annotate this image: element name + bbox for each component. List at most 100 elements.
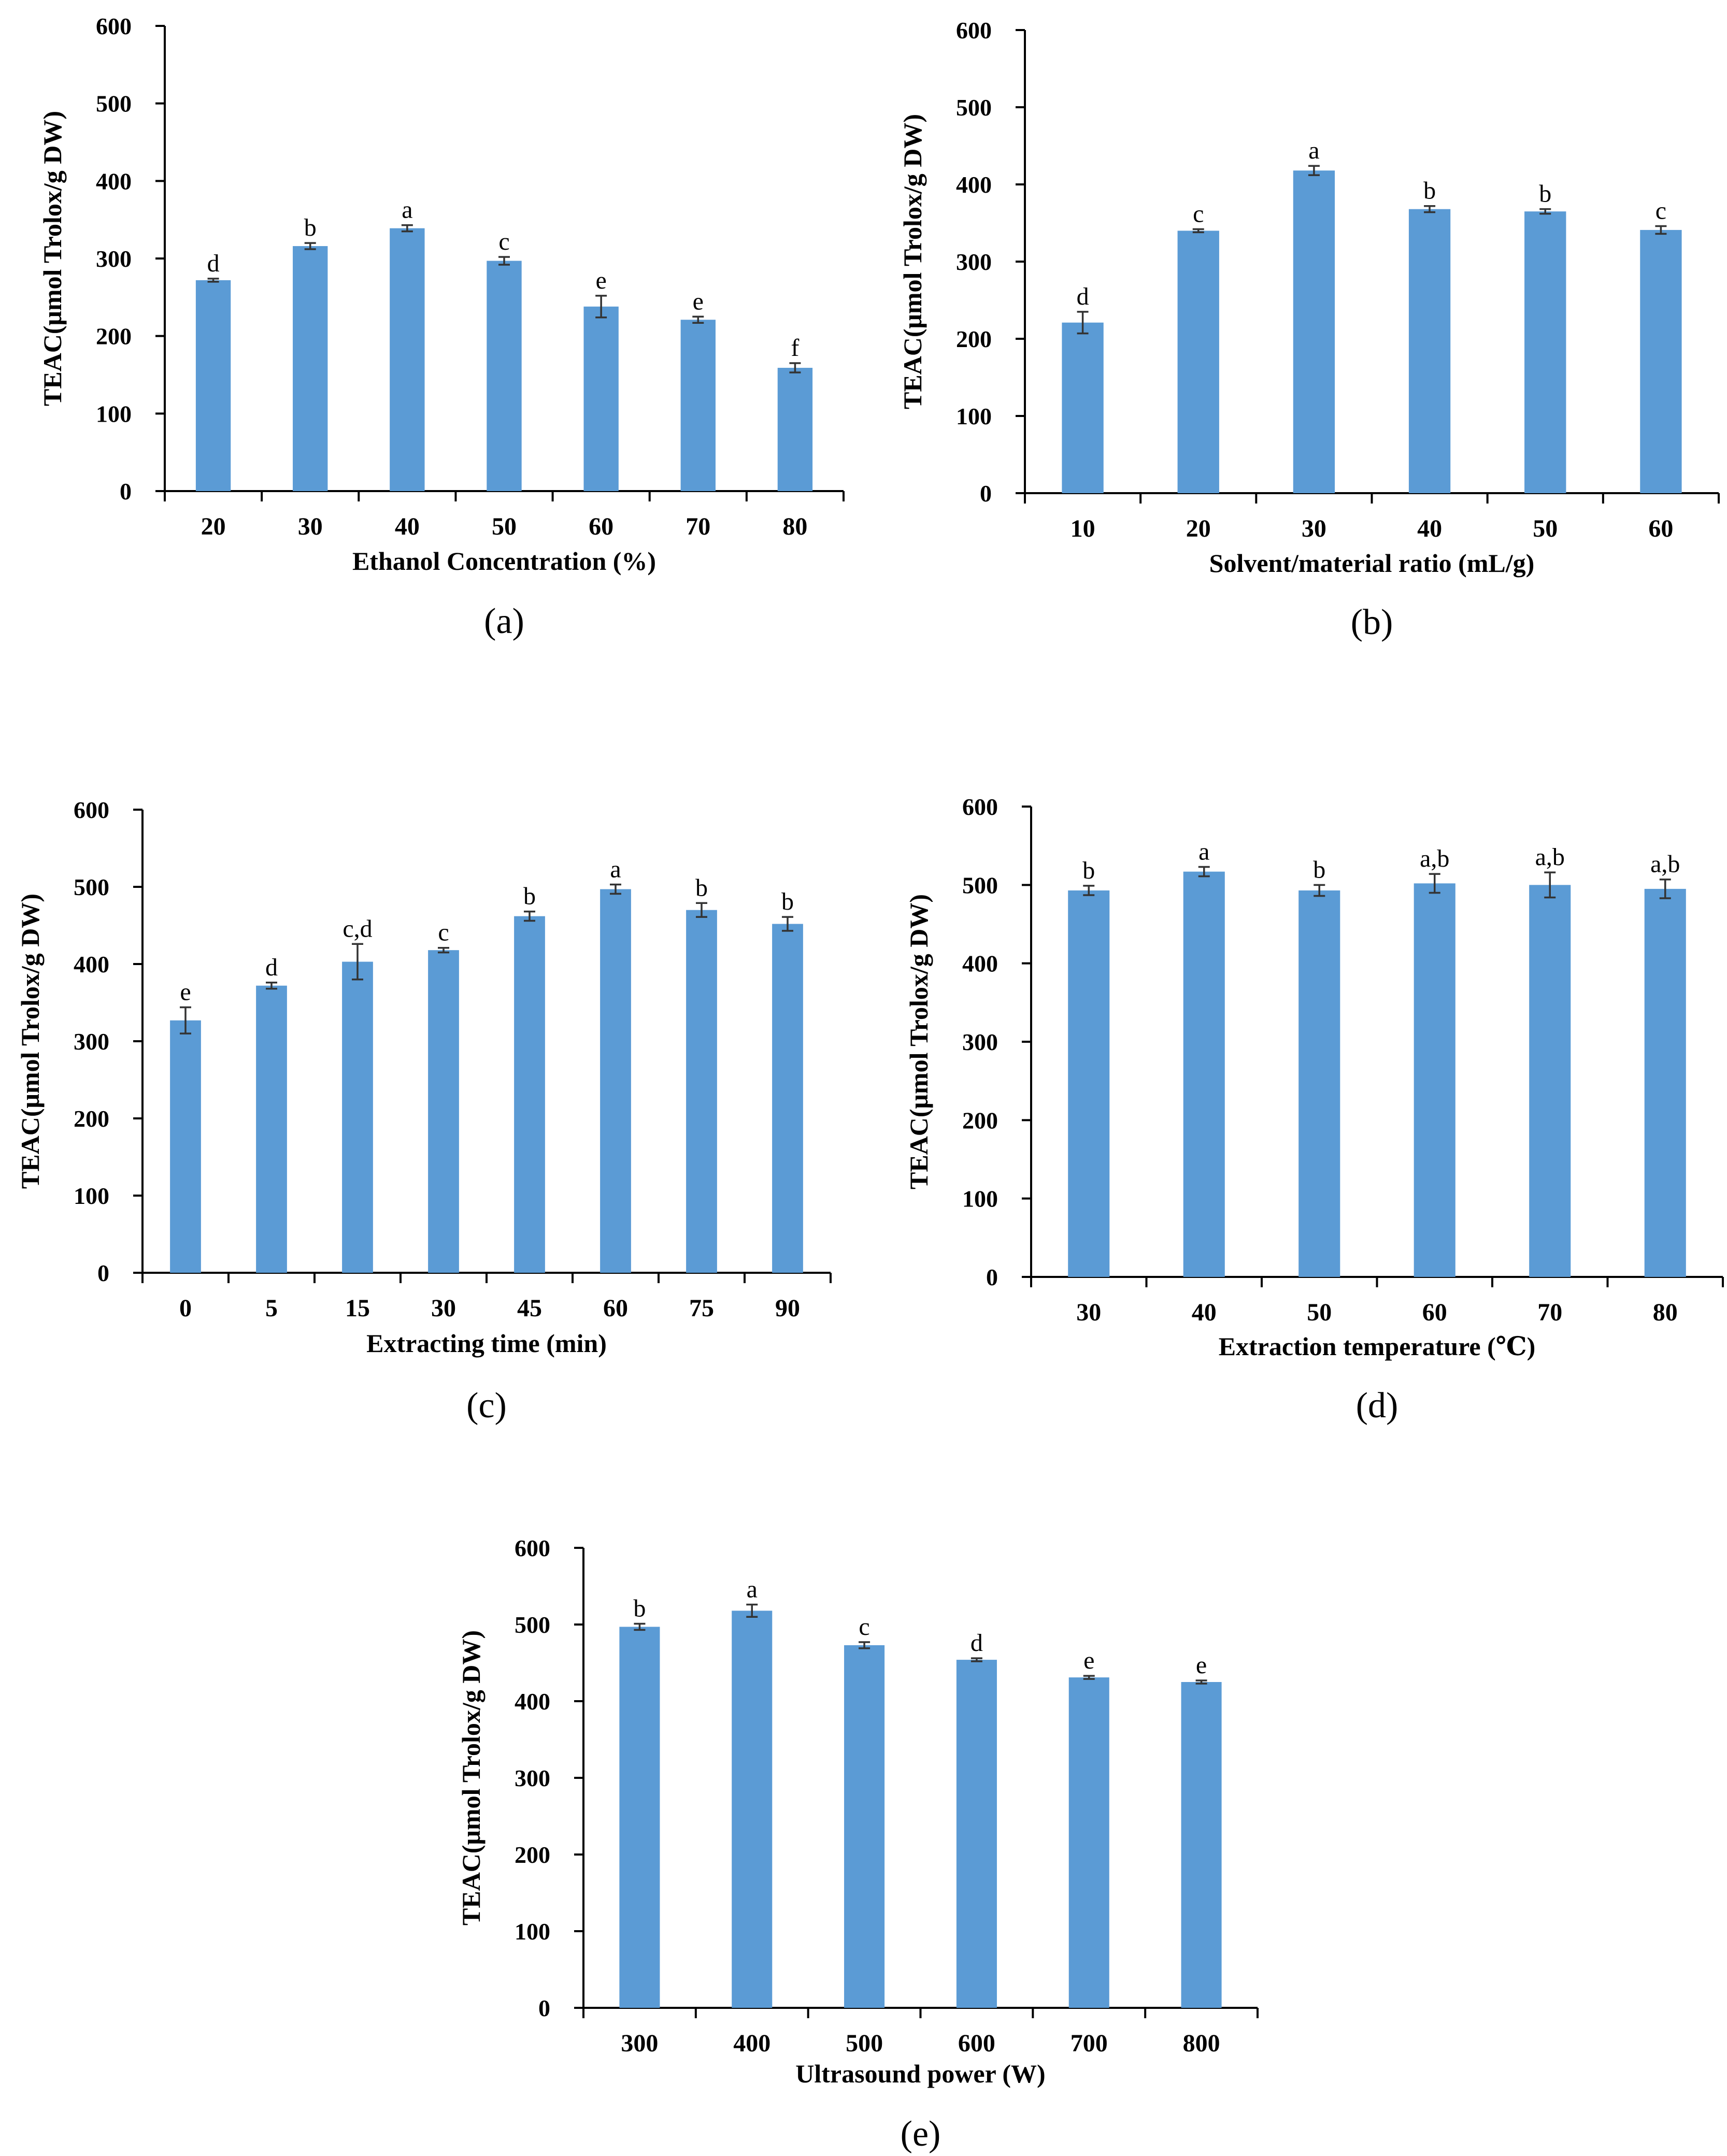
significance-letter: b <box>1082 857 1095 884</box>
significance-letter: a,b <box>1650 851 1680 878</box>
y-tick-label: 600 <box>74 797 109 823</box>
x-tick-label: 45 <box>517 1295 542 1322</box>
x-tick-label: 5 <box>265 1295 278 1322</box>
significance-letter: a <box>1308 137 1319 164</box>
y-tick-label: 500 <box>962 872 998 898</box>
y-tick-label: 0 <box>980 480 992 507</box>
x-tick-label: 30 <box>298 513 323 540</box>
y-tick-label: 100 <box>962 1186 998 1212</box>
x-tick-label: 0 <box>179 1295 192 1322</box>
x-tick-label: 15 <box>345 1295 370 1322</box>
bar <box>1293 170 1335 493</box>
y-tick-label: 600 <box>956 17 992 44</box>
bar <box>680 320 716 491</box>
x-tick-label: 300 <box>621 2030 658 2057</box>
x-tick-label: 50 <box>1533 515 1558 542</box>
x-tick-label: 40 <box>395 513 420 540</box>
significance-letter: d <box>970 1629 983 1657</box>
significance-letter: b <box>633 1595 646 1622</box>
x-tick-label: 30 <box>431 1295 456 1322</box>
bar <box>1068 890 1110 1277</box>
bar <box>487 261 522 491</box>
y-tick-label: 300 <box>962 1029 998 1055</box>
chart-panel-b: 0 100 200 300 400 500 600 d 10 c 20 a 30 b 40 b 50 c 60 TEA… <box>898 17 1720 642</box>
x-tick-label: 10 <box>1071 515 1095 542</box>
significance-letter: a,b <box>1420 845 1449 872</box>
x-tick-label: 800 <box>1183 2030 1220 2057</box>
bar <box>1414 883 1455 1277</box>
significance-letter: a <box>747 1576 758 1603</box>
bar <box>956 1660 997 2008</box>
significance-letter: c <box>1655 197 1666 224</box>
bar <box>390 228 425 491</box>
x-tick-label: 20 <box>201 513 226 540</box>
significance-letter: e <box>1083 1647 1094 1674</box>
y-axis-title: TEAC(μmol Trolox/g DW) <box>38 111 67 406</box>
y-tick-label: 600 <box>962 794 998 820</box>
bar <box>428 950 459 1273</box>
x-tick-label: 60 <box>603 1295 628 1322</box>
y-tick-label: 100 <box>74 1183 109 1209</box>
y-tick-label: 400 <box>962 951 998 977</box>
bar <box>514 916 545 1273</box>
y-tick-label: 200 <box>515 1842 550 1868</box>
chart-panel-a: 0 100 200 300 400 500 600 d 20 b 30 a 40 c 50 e 60 e 70 f 80… <box>38 13 845 641</box>
y-tick-label: 0 <box>986 1264 998 1290</box>
y-tick-label: 600 <box>96 13 132 39</box>
x-tick-label: 50 <box>1307 1299 1332 1326</box>
bar <box>844 1645 885 2008</box>
y-tick-label: 200 <box>956 326 992 352</box>
y-tick-label: 500 <box>515 1612 550 1638</box>
bar <box>195 280 231 491</box>
y-tick-label: 200 <box>96 323 132 350</box>
significance-letter: a,b <box>1535 843 1565 871</box>
y-tick-label: 100 <box>96 400 132 427</box>
y-tick-label: 400 <box>515 1688 550 1715</box>
bar <box>1062 322 1104 493</box>
bar <box>1181 1682 1222 2008</box>
significance-letter: a <box>1198 838 1209 866</box>
y-axis-title: TEAC(μmol Trolox/g DW) <box>16 894 45 1189</box>
y-tick-label: 100 <box>956 403 992 429</box>
y-tick-label: 300 <box>515 1765 550 1791</box>
significance-letter: c <box>438 919 449 946</box>
x-tick-label: 60 <box>589 513 613 540</box>
y-tick-label: 0 <box>120 478 132 505</box>
bar <box>1183 871 1225 1277</box>
x-tick-label: 50 <box>492 513 517 540</box>
bar <box>777 368 813 491</box>
bar <box>732 1611 773 2008</box>
significance-letter: a <box>402 196 412 224</box>
significance-letter: b <box>1539 180 1551 208</box>
x-tick-label: 400 <box>733 2030 770 2057</box>
bar <box>1177 231 1219 493</box>
significance-letter: f <box>791 334 799 362</box>
bar <box>600 889 631 1273</box>
panel-caption: (c) <box>466 1386 507 1426</box>
significance-letter: c,d <box>342 915 372 942</box>
y-tick-label: 200 <box>962 1107 998 1133</box>
y-tick-label: 400 <box>96 168 132 194</box>
y-tick-label: 0 <box>538 1995 550 2021</box>
panel-caption: (b) <box>1351 602 1393 642</box>
bar <box>293 246 328 491</box>
significance-letter: d <box>265 954 278 981</box>
x-tick-label: 30 <box>1302 515 1326 542</box>
significance-letter: e <box>180 978 191 1005</box>
x-tick-label: 700 <box>1071 2030 1108 2057</box>
x-tick-label: 70 <box>1537 1299 1562 1326</box>
x-axis-title: Ultrasound power (W) <box>795 2059 1045 2088</box>
significance-letter: b <box>1423 177 1436 205</box>
bar <box>170 1020 201 1273</box>
panel-caption: (a) <box>484 601 524 641</box>
bar <box>1298 890 1340 1277</box>
significance-letter: b <box>695 874 708 901</box>
y-tick-label: 0 <box>97 1260 109 1286</box>
significance-letter: c <box>1193 200 1204 227</box>
x-axis-title: Extracting time (min) <box>366 1329 607 1358</box>
significance-letter: b <box>523 883 536 910</box>
significance-letter: c <box>859 1613 869 1641</box>
bar <box>256 985 287 1273</box>
significance-letter: c <box>498 228 509 255</box>
bar <box>1068 1677 1109 2008</box>
